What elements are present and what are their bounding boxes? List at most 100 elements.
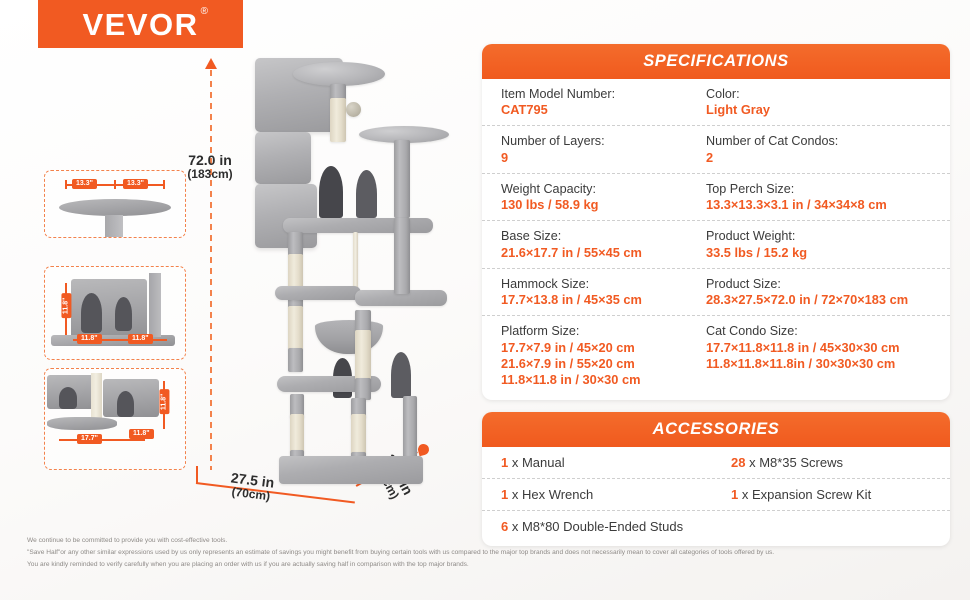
leg-post [351, 398, 366, 418]
spec-label: Item Model Number: [501, 87, 616, 101]
spec-cell: Hammock Size: 17.7×13.8 in / 45×35 cm [482, 276, 687, 308]
badge-dimension: 11.8" [129, 429, 154, 439]
left-platform [275, 286, 361, 300]
spec-label: Weight Capacity: [501, 181, 596, 196]
post-segment [394, 140, 410, 218]
leg-post [290, 394, 304, 418]
mini-post [149, 273, 161, 337]
spec-row: Item Model Number: CAT795 Color: Light G… [482, 79, 950, 127]
condo-opening [391, 352, 411, 398]
spec-label: Cat Condo Size: [706, 324, 798, 339]
measure-tick [163, 180, 165, 189]
lower-cat-condo-right [255, 184, 317, 248]
accessory-qty: 6 [501, 519, 509, 534]
spec-row: Hammock Size: 17.7×13.8 in / 45×35 cm Pr… [482, 269, 950, 317]
callout-top-perch: 13.3" 13.3" [44, 170, 186, 238]
mini-platform [51, 335, 175, 346]
spec-cell: Number of Layers: 9 [482, 133, 687, 165]
measure-line [59, 439, 145, 441]
disclaimer-line: "Save Half"or any other similar expressi… [27, 549, 775, 557]
specifications-title: SPECIFICATIONS [482, 44, 950, 79]
post-segment [394, 218, 410, 294]
spec-label: Product Weight: [706, 229, 796, 244]
sisal-post [290, 414, 304, 454]
mini-condo-opening [81, 293, 102, 333]
registered-trademark-icon: ® [200, 5, 210, 17]
condo-opening [319, 166, 343, 218]
measure-tick [114, 180, 116, 189]
mini-post [137, 421, 146, 463]
spec-label: Number of Layers: [501, 134, 605, 149]
spec-row: Platform Size: 17.7×7.9 in / 45×20 cm 21… [482, 316, 950, 395]
condo-opening [356, 170, 377, 218]
measure-tick [65, 180, 67, 189]
badge-dimension: 13.3" [123, 179, 148, 189]
product-illustration: 13.3" 13.3" 11.8" 11.8" 11.8" 11.8" 17.7… [0, 48, 470, 528]
spec-cell: Top Perch Size: 13.3×13.3×3.1 in / 34×34… [687, 181, 950, 213]
height-imperial: 72.0 in [188, 152, 232, 168]
spec-cell: Item Model Number: CAT795 [482, 86, 687, 118]
accessory-name: x Manual [508, 455, 565, 470]
spec-value: 33.5 lbs / 15.2 kg [706, 244, 808, 260]
spec-label: Number of Cat Condos: [706, 134, 839, 149]
spec-label: Platform Size: [501, 324, 580, 339]
accessory-row: 1 x Manual 28 x M8*35 Screws [482, 447, 950, 479]
spec-row: Base Size: 21.6×17.7 in / 55×45 cm Produ… [482, 221, 950, 269]
accessory-name: x M8*35 Screws [745, 455, 844, 470]
top-perch [293, 62, 385, 86]
mini-condo-opening [117, 391, 134, 417]
accessory-name: x Expansion Screw Kit [738, 487, 872, 502]
spec-label: Hammock Size: [501, 276, 590, 291]
mini-post [105, 215, 123, 237]
spec-label: Base Size: [501, 229, 562, 244]
spec-value: 17.7×11.8×11.8 in / 45×30×30 cm 11.8×11.… [706, 339, 900, 371]
disclaimer-line: We continue to be committed to provide y… [27, 537, 228, 544]
height-metric: (183cm) [187, 166, 233, 181]
spec-cell: Product Size: 28.3×27.5×72.0 in / 72×70×… [687, 276, 950, 308]
badge-dimension: 13.3" [72, 179, 97, 189]
spec-value: 28.3×27.5×72.0 in / 72×70×183 cm [706, 292, 909, 308]
spec-cell: Weight Capacity: 130 lbs / 58.9 kg [482, 181, 687, 213]
specifications-rows: Item Model Number: CAT795 Color: Light G… [482, 79, 950, 400]
hammock [315, 320, 383, 354]
sisal-post [288, 254, 303, 290]
callout-cat-condo: 11.8" 11.8" 11.8" [44, 266, 186, 360]
accessory-item: 28 x M8*35 Screws [712, 455, 950, 470]
spec-value: 9 [501, 149, 509, 165]
accessory-qty: 1 [501, 455, 509, 470]
accessory-qty: 1 [501, 487, 509, 502]
mini-perch [59, 199, 171, 216]
accessory-name: x M8*80 Double-Ended Studs [508, 519, 684, 534]
spec-row: Number of Layers: 9 Number of Cat Condos… [482, 126, 950, 174]
arrow-up-icon [205, 58, 217, 69]
disclaimer-line: You are kindly reminded to verify carefu… [27, 561, 469, 569]
mini-platform [47, 417, 117, 430]
sisal-post [330, 98, 346, 142]
post-segment [288, 348, 303, 372]
upper-right-platform [359, 126, 449, 143]
badge-dimension: 11.8" [77, 334, 102, 344]
lower-cat-condo-left [255, 132, 311, 184]
measure-line [73, 339, 167, 341]
post-segment [330, 84, 346, 100]
spec-value: Light Gray [706, 102, 770, 118]
accessory-item: 1 x Manual [482, 455, 712, 470]
sisal-post [351, 414, 366, 456]
spec-value: CAT795 [501, 102, 548, 118]
right-platform [355, 290, 447, 306]
callout-platform: 11.8" 17.7" 11.8" [44, 368, 186, 470]
accessory-qty: 1 [731, 487, 739, 502]
spec-cell: Color: Light Gray [687, 86, 950, 118]
vevor-logo: VEVOR ® [38, 0, 243, 48]
mini-condo-opening [115, 297, 132, 331]
accessory-item: 1 x Hex Wrench [482, 487, 712, 502]
spec-cell: Number of Cat Condos: 2 [687, 133, 950, 165]
spec-cell: Cat Condo Size: 17.7×11.8×11.8 in / 45×3… [687, 323, 950, 388]
mini-sisal-post [91, 373, 102, 421]
dangling-ball [346, 102, 361, 117]
spec-value: 17.7×13.8 in / 45×35 cm [501, 292, 642, 308]
width-extension-line [196, 466, 198, 484]
spec-value: 2 [706, 149, 714, 165]
legal-disclaimer: We continue to be committed to provide y… [27, 535, 937, 572]
spec-cell: Product Weight: 33.5 lbs / 15.2 kg [687, 228, 950, 260]
